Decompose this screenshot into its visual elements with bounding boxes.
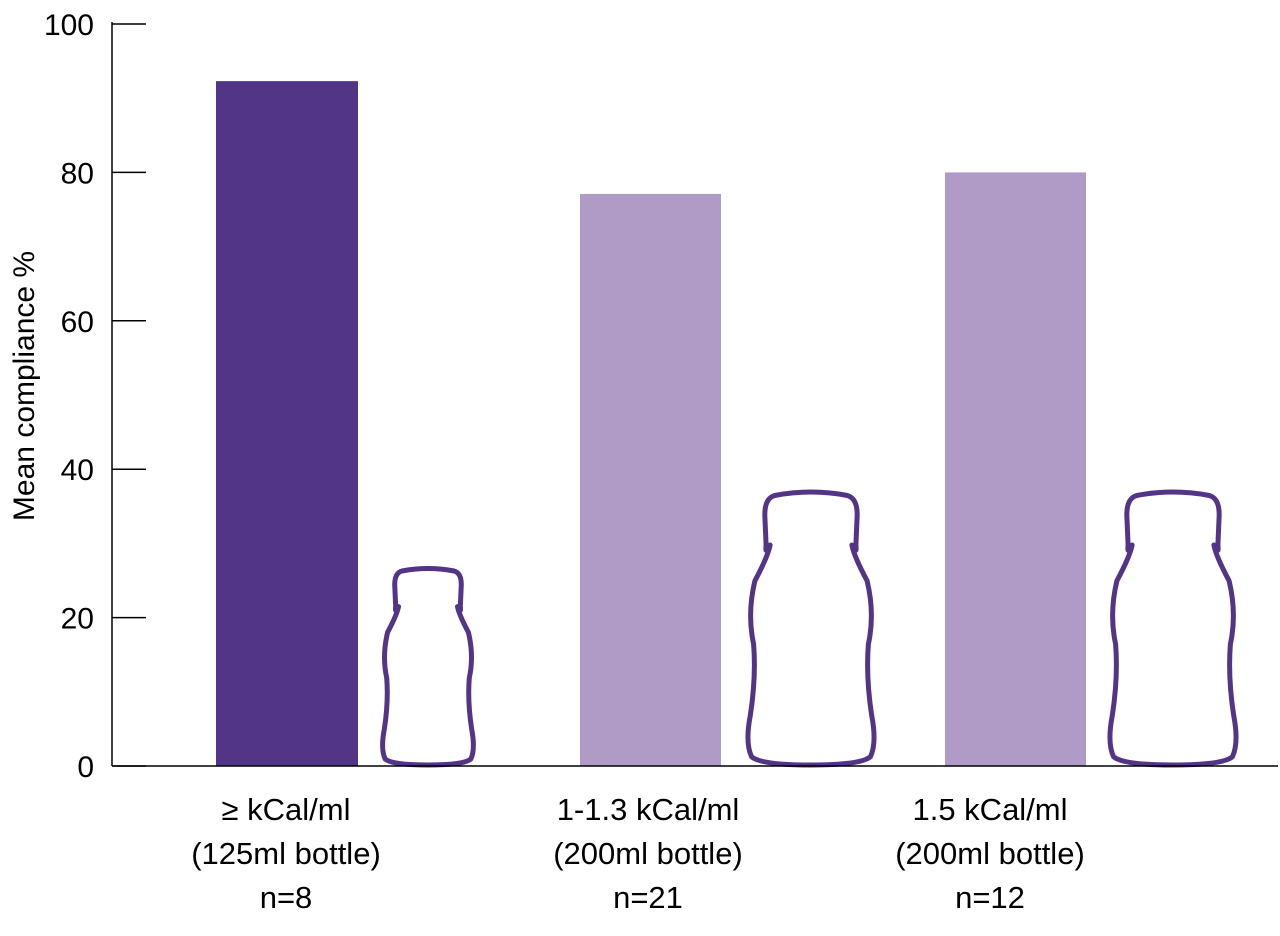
x-category-label-2: 1-1.3 kCal/ml (200ml bottle) n=21 <box>498 788 798 920</box>
category-line2: (200ml bottle) <box>895 836 1085 871</box>
bar-3 <box>945 172 1086 766</box>
x-category-label-3: 1.5 kCal/ml (200ml bottle) n=12 <box>840 788 1140 920</box>
bar-1 <box>216 81 358 766</box>
bottle-outline-icon <box>745 489 877 768</box>
y-tick-label: 0 <box>77 751 94 784</box>
category-line1: 1-1.3 kCal/ml <box>556 792 740 827</box>
category-line1: ≥ kCal/ml <box>221 792 351 827</box>
y-tick-label: 60 <box>61 306 94 339</box>
category-line2: (200ml bottle) <box>553 836 743 871</box>
y-tick-label: 80 <box>61 157 94 190</box>
category-line2: (125ml bottle) <box>191 836 381 871</box>
x-category-label-1: ≥ kCal/ml (125ml bottle) n=8 <box>136 788 436 920</box>
y-tick-label: 20 <box>61 603 94 636</box>
y-axis-label: Mean compliance % <box>8 251 41 521</box>
category-line3: n=21 <box>613 880 683 915</box>
y-axis-ticks: 0 20 40 60 80 100 <box>44 9 146 784</box>
category-line3: n=12 <box>955 880 1025 915</box>
category-line1: 1.5 kCal/ml <box>912 792 1068 827</box>
category-line3: n=8 <box>259 880 313 915</box>
y-tick-label: 40 <box>61 454 94 487</box>
bar-2 <box>580 193 721 767</box>
bottle-outline-icon <box>1107 489 1239 768</box>
bottle-outline-icon <box>380 566 476 768</box>
bottle-icons <box>380 489 1239 768</box>
y-tick-label: 100 <box>44 9 94 42</box>
bars <box>216 81 1086 767</box>
